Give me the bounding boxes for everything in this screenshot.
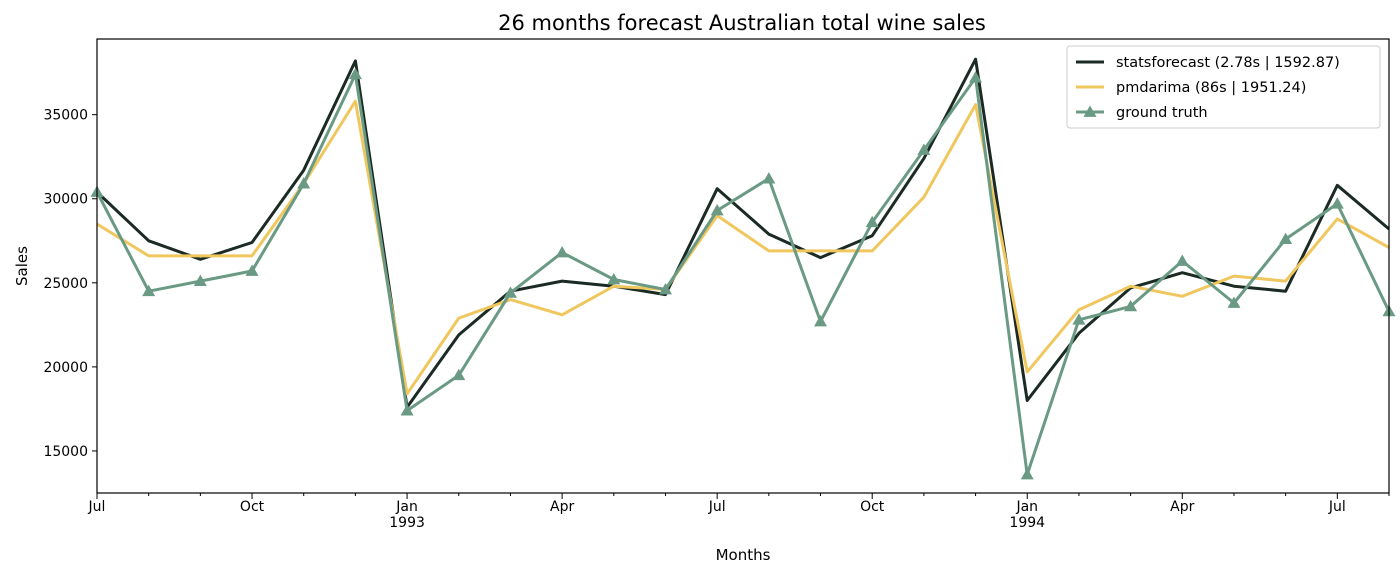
x-tick-label: Apr <box>1170 499 1194 515</box>
data-point-marker <box>400 404 414 416</box>
series-line <box>95 72 1391 476</box>
series-0 <box>95 57 1390 409</box>
x-tick-label: Oct <box>240 499 265 515</box>
data-point-marker <box>555 246 569 258</box>
data-point-marker <box>917 143 931 155</box>
data-point-marker <box>762 172 776 184</box>
legend-box <box>1066 45 1381 129</box>
data-point-marker <box>245 264 259 276</box>
series-1 <box>96 99 1390 396</box>
data-point-marker <box>1072 313 1086 325</box>
x-tick-label: Jan <box>1015 499 1038 515</box>
x-tick-year-label: 1993 <box>389 515 425 531</box>
data-point-marker <box>193 274 207 287</box>
x-tick-label: Jul <box>708 499 726 515</box>
y-tick-label: 30000 <box>43 192 88 208</box>
legend-marker <box>1083 105 1097 117</box>
data-point-marker <box>503 286 517 298</box>
x-tick-label: Oct <box>860 499 885 515</box>
y-tick-label: 15000 <box>43 444 88 460</box>
data-point-marker <box>142 284 156 297</box>
y-tick-label: 35000 <box>43 108 88 124</box>
x-tick-label: Apr <box>550 499 574 515</box>
data-point-marker <box>1227 296 1241 308</box>
data-point-marker <box>814 314 828 327</box>
series-line <box>95 57 1390 409</box>
y-axis: 15000 20000 25000 30000 35000 <box>43 108 97 460</box>
data-point-marker <box>969 71 983 83</box>
data-point-marker <box>658 283 672 295</box>
legend-item: statsforecast (2.78s | 1592.87) <box>1076 55 1340 71</box>
plot-lines <box>90 57 1396 480</box>
data-point-marker <box>1020 468 1034 480</box>
x-tick-year-label: 1994 <box>1009 515 1045 531</box>
plot-frame <box>96 38 1390 494</box>
data-point-marker <box>1330 197 1344 209</box>
data-point-marker <box>452 368 466 381</box>
data-point-marker <box>348 67 362 80</box>
legend-label: pmdarima (86s | 1951.24) <box>1116 80 1306 96</box>
series-2 <box>90 67 1396 480</box>
data-point-marker <box>710 204 724 216</box>
data-point-marker <box>1175 254 1189 266</box>
x-axis-label: Months <box>716 546 771 564</box>
y-axis-label: Sales <box>13 246 31 286</box>
x-tick-label: Jul <box>1328 499 1346 515</box>
x-tick-label: Jan <box>395 499 418 515</box>
legend-label: ground truth <box>1116 105 1208 121</box>
data-point-marker <box>297 177 311 189</box>
y-tick-label: 20000 <box>43 360 88 376</box>
series-line <box>96 99 1390 396</box>
data-point-marker <box>865 215 879 228</box>
legend: statsforecast (2.78s | 1592.87) pmdarima … <box>1066 45 1381 129</box>
legend-item: ground truth <box>1076 105 1208 121</box>
legend-label: statsforecast (2.78s | 1592.87) <box>1116 55 1340 71</box>
data-point-marker <box>1279 232 1293 244</box>
data-point-marker <box>607 272 621 285</box>
x-tick-label: Jul <box>88 499 106 515</box>
legend-item: pmdarima (86s | 1951.24) <box>1076 80 1306 96</box>
y-tick-label: 25000 <box>43 276 88 292</box>
chart-title: 26 months forecast Australian total wine… <box>498 11 986 35</box>
data-point-marker <box>1124 299 1138 312</box>
